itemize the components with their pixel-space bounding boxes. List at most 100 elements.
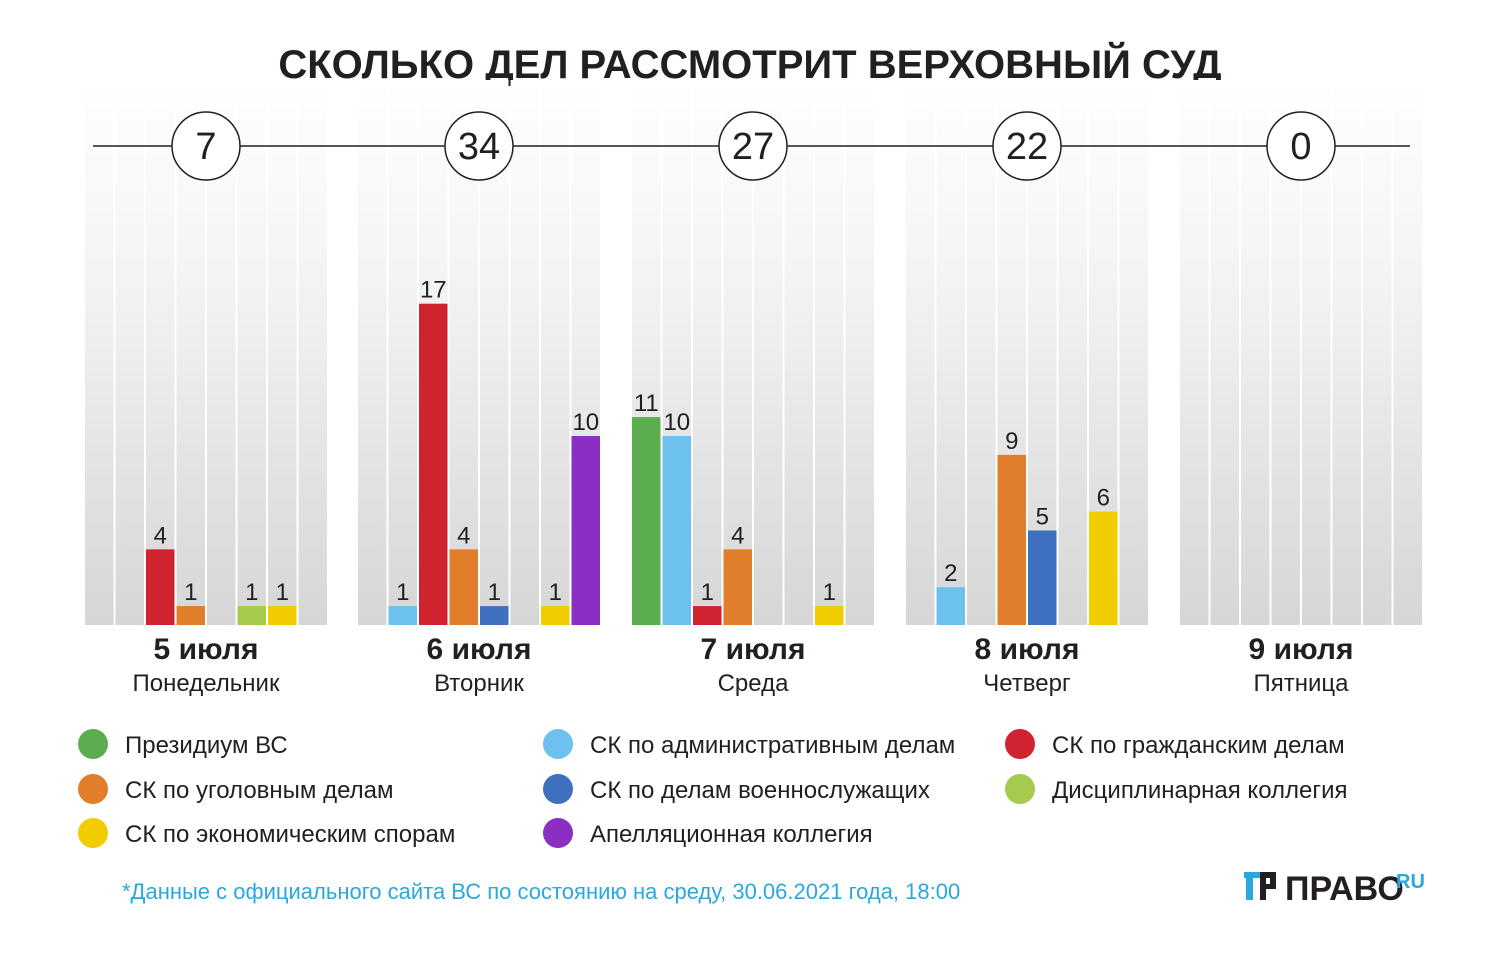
bar-value-label: 1: [396, 579, 409, 606]
legend-swatch: [543, 818, 573, 848]
column-bg: [146, 80, 175, 625]
column-bg: [1119, 80, 1148, 625]
day-total-circle: [444, 111, 514, 181]
bar-value-label: 5: [1036, 504, 1049, 531]
bar: [268, 606, 297, 625]
column-bg: [510, 80, 539, 625]
bar-value-label: 11: [634, 390, 659, 417]
bar: [936, 587, 965, 625]
bar: [176, 606, 205, 625]
bar: [480, 606, 509, 625]
legend-swatch: [1005, 774, 1035, 804]
column-bg: [237, 80, 266, 625]
bar-value-label: 1: [488, 579, 501, 606]
bar-value-label: 4: [457, 522, 470, 549]
bar-value-label: 1: [549, 579, 562, 606]
bar-value-label: 1: [701, 579, 714, 606]
footnote: *Данные с официального сайта ВС по состо…: [122, 879, 960, 904]
column-bg: [1180, 80, 1209, 625]
legend-label: СК по административным делам: [590, 732, 955, 759]
legend: Президиум ВС СК по уголовным делам СК по э…: [78, 729, 1348, 848]
column-bg: [967, 80, 996, 625]
logo-text: ПРАВО: [1285, 870, 1404, 908]
legend-swatch: [78, 729, 108, 759]
legend-label: СК по уголовным делам: [125, 777, 394, 804]
legend-label: Президиум ВС: [125, 732, 288, 759]
legend-item: СК по административным делам: [543, 729, 955, 759]
column-bg: [845, 80, 874, 625]
day-total-circle: [171, 111, 241, 181]
legend-item: СК по уголовным делам: [78, 774, 394, 804]
bar-value-label: 6: [1097, 485, 1110, 512]
bar: [419, 303, 448, 625]
day-total-value: 34: [458, 126, 500, 168]
legend-label: СК по делам военнослужащих: [590, 777, 930, 804]
legend-item: СК по экономическим спорам: [78, 818, 455, 848]
bar-value-label: 10: [572, 409, 599, 436]
bar-value-label: 9: [1005, 428, 1018, 455]
bar: [997, 454, 1026, 625]
day-weekday-label: Вторник: [434, 670, 524, 697]
legend-item: СК по делам военнослужащих: [543, 774, 930, 804]
legend-swatch: [78, 818, 108, 848]
column-bg: [936, 80, 965, 625]
legend-label: СК по гражданским делам: [1052, 732, 1345, 759]
column-bg: [1058, 80, 1087, 625]
bar: [632, 417, 661, 625]
column-bg: [541, 80, 570, 625]
legend-swatch: [1005, 729, 1035, 759]
column-bg: [85, 80, 114, 625]
day-total-circle: [1266, 111, 1336, 181]
column-bg: [1363, 80, 1392, 625]
column-bg: [1241, 80, 1270, 625]
bar: [815, 606, 844, 625]
legend-swatch: [543, 729, 573, 759]
column-bg: [358, 80, 387, 625]
column-bg: [1393, 80, 1422, 625]
bar-value-label: 1: [184, 579, 197, 606]
column-bg: [388, 80, 417, 625]
column-bg: [1210, 80, 1239, 625]
logo: ПРАВО RU: [1244, 870, 1425, 908]
legend-swatch: [78, 774, 108, 804]
legend-item: СК по гражданским делам: [1005, 729, 1345, 759]
day-total-value: 0: [1290, 126, 1311, 168]
legend-label: СК по экономическим спорам: [125, 821, 455, 848]
column-bg: [115, 80, 144, 625]
bar-value-label: 4: [731, 522, 744, 549]
day-date-label: 6 июля: [427, 633, 532, 666]
legend-swatch: [543, 774, 573, 804]
column-bg: [906, 80, 935, 625]
column-bg: [268, 80, 297, 625]
day-weekday-label: Пятница: [1254, 670, 1350, 697]
day-total-circle: [992, 111, 1062, 181]
bar-value-label: 1: [245, 579, 258, 606]
bar: [388, 606, 417, 625]
day-date-label: 5 июля: [154, 633, 259, 666]
legend-item: Дисциплинарная коллегия: [1005, 774, 1348, 804]
column-bg: [693, 80, 722, 625]
legend-label: Апелляционная коллегия: [590, 821, 873, 848]
day-total-value: 22: [1006, 126, 1048, 168]
bar-value-label: 1: [276, 579, 289, 606]
day-total-value: 7: [195, 126, 216, 168]
bar-value-label: 4: [154, 522, 167, 549]
bar: [1089, 511, 1118, 625]
day-total-circle: [718, 111, 788, 181]
bar: [541, 606, 570, 625]
day-weekday-label: Понедельник: [133, 670, 280, 697]
day-labels: 5 июля Понедельник 6 июля Вторник 7 июля Сред…: [133, 633, 1354, 697]
legend-item: Президиум ВС: [78, 729, 288, 759]
pravo-logo-icon: [1244, 872, 1276, 900]
logo-suffix: RU: [1396, 871, 1425, 893]
column-bg: [815, 80, 844, 625]
bar: [662, 436, 691, 625]
legend-item: Апелляционная коллегия: [543, 818, 873, 848]
column-bg: [1332, 80, 1361, 625]
bar-value-label: 10: [663, 409, 690, 436]
chart-title: СКОЛЬКО ДЕЛ РАССМОТРИТ ВЕРХОВНЫЙ СУД: [278, 41, 1221, 87]
bar: [693, 606, 722, 625]
day-date-label: 9 июля: [1249, 633, 1354, 666]
